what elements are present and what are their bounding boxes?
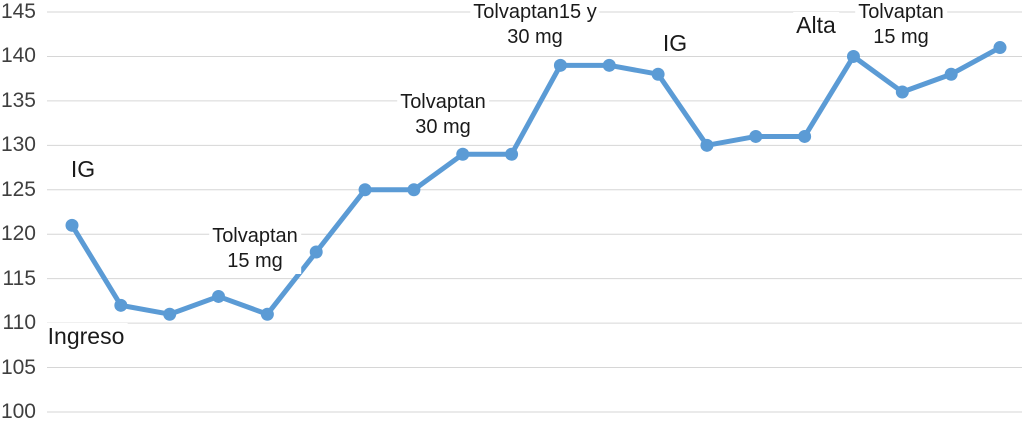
data-point-marker [651,67,665,81]
series-line [69,45,1003,317]
annotation-ig-second: IG [659,30,691,56]
data-point-marker [163,307,177,321]
annotation-line: 15 mg [873,26,929,48]
annotation-line: IG [662,30,688,56]
annotation-line: 30 mg [415,116,471,138]
data-point-marker [993,41,1007,55]
data-point-marker [407,183,421,197]
y-axis-tick-label: 130 [0,133,36,157]
y-axis-tick-label: 140 [0,44,36,68]
annotation-line: Tolvaptan [212,225,298,247]
annotation-tolvaptan-15y-30mg: Tolvaptan15 y 30 mg [470,0,600,50]
data-point-marker [846,49,860,63]
data-point-marker [358,183,372,197]
series-group [65,41,1007,321]
y-axis-tick-label: 100 [0,400,36,422]
data-point-marker [944,67,958,81]
annotation-tolvaptan-15mg-second: Tolvaptan 15 mg [855,0,947,50]
annotation-tolvaptan-30mg: Tolvaptan 30 mg [397,90,489,140]
data-point-marker [700,138,714,152]
y-axis-tick-label: 115 [2,266,36,290]
data-point-marker [553,58,567,72]
annotation-line: Tolvaptan [858,1,944,23]
annotation-line: 30 mg [507,26,563,48]
y-axis-tick-label: 110 [2,311,36,335]
y-axis-tick-label: 125 [0,177,36,201]
data-point-marker [65,218,79,232]
data-point-marker [602,58,616,72]
annotation-tolvaptan-15mg: Tolvaptan 15 mg [209,224,301,274]
annotation-alta: Alta [793,12,839,38]
annotation-line: Tolvaptan15 y [473,1,597,23]
y-axis-tick-label: 120 [0,222,36,246]
y-axis-tick-label: 105 [0,355,36,379]
y-axis-tick-label: 135 [0,88,36,112]
data-point-marker [260,307,274,321]
data-point-marker [456,147,470,161]
data-point-marker [309,245,323,259]
data-point-marker [798,129,812,143]
annotation-ig-first: IG [67,156,99,182]
data-point-marker [114,298,128,312]
annotation-line: 15 mg [227,250,283,272]
data-point-marker [895,85,909,99]
data-point-marker [749,129,763,143]
data-point-marker [505,147,519,161]
data-point-marker [212,289,226,303]
annotation-line: Alta [796,12,836,38]
annotation-line: Tolvaptan [400,91,486,113]
annotation-line: Ingreso [47,323,125,349]
y-axis-tick-label: 145 [0,0,36,23]
annotation-ingreso: Ingreso [44,323,128,349]
annotation-line: IG [70,156,96,182]
